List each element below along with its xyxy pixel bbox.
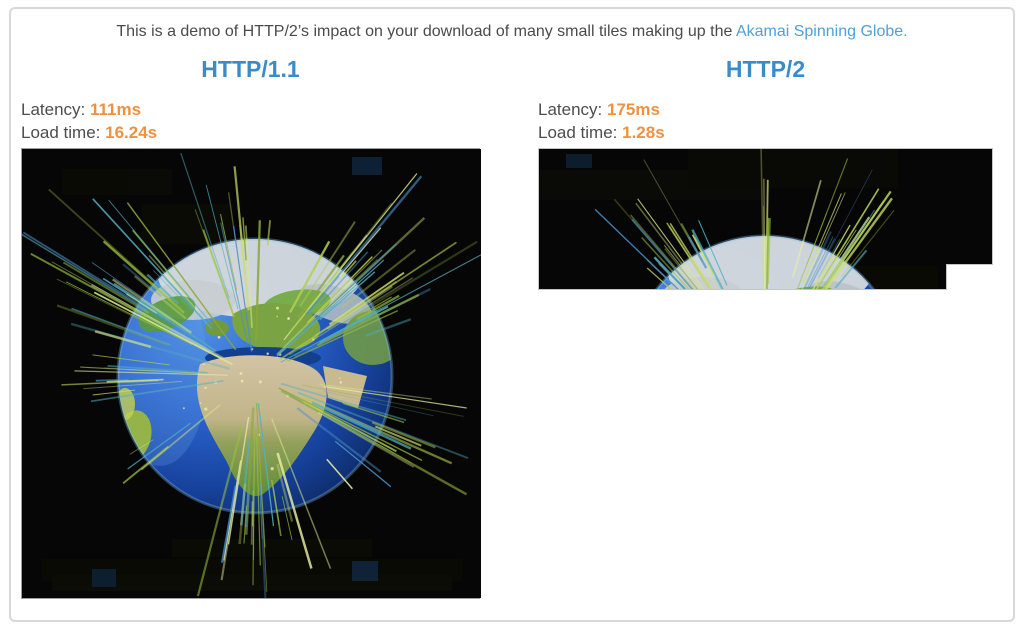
http11-title: HTTP/1.1 xyxy=(201,56,300,82)
globe-image-http2 xyxy=(538,148,993,291)
http2-latency-label: Latency: xyxy=(538,100,603,119)
http11-load-time-label: Load time: xyxy=(21,123,101,142)
http11-load-time-row: Load time: 16.24s xyxy=(21,121,480,144)
intro-text-body: This is a demo of HTTP/2’s impact on you… xyxy=(116,23,733,40)
http11-latency-row: Latency: 111ms xyxy=(21,98,480,121)
akamai-spinning-globe-link[interactable]: Akamai Spinning Globe. xyxy=(735,23,908,40)
http11-latency-label: Latency: xyxy=(21,100,86,119)
panel-http2: HTTP/2 Latency: 175ms Load time: 1.28s xyxy=(538,42,993,291)
intro-text: This is a demo of HTTP/2’s impact on you… xyxy=(11,9,1013,42)
http2-load-time-label: Load time: xyxy=(538,123,618,142)
panel-http11: HTTP/1.1 Latency: 111ms Load time: 16.24… xyxy=(21,42,481,599)
globe-image-http11 xyxy=(21,148,481,599)
http2-load-time-row: Load time: 1.28s xyxy=(538,121,993,144)
http11-stats: Latency: 111ms Load time: 16.24s xyxy=(21,98,480,144)
http2-stats: Latency: 175ms Load time: 1.28s xyxy=(538,98,993,144)
http11-latency-value: 111ms xyxy=(90,100,142,119)
globe-canvas-http2 xyxy=(538,148,993,290)
comparison-columns: HTTP/1.1 Latency: 111ms Load time: 16.24… xyxy=(11,42,1013,599)
http2-title: HTTP/2 xyxy=(725,56,806,82)
http2-load-time-value: 1.28s xyxy=(622,123,665,142)
http2-latency-row: Latency: 175ms xyxy=(538,98,993,121)
http11-load-time-value: 16.24s xyxy=(105,123,158,142)
http2-latency-value: 175ms xyxy=(607,100,660,119)
globe-canvas-http11 xyxy=(22,149,481,598)
demo-frame: This is a demo of HTTP/2’s impact on you… xyxy=(9,7,1015,622)
